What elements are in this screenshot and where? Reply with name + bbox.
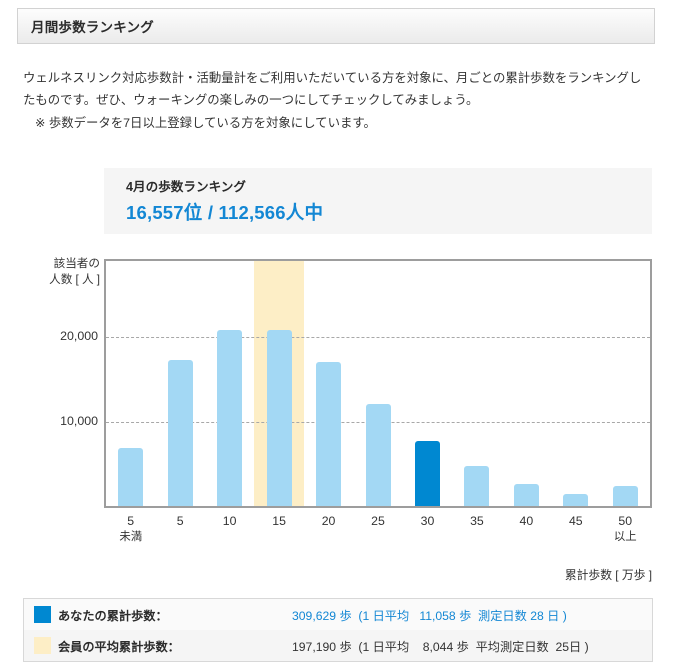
x-tick-label: 10 [205, 514, 255, 530]
intro-note: ※ 歩数データを7日以上登録している方を対象にしています。 [35, 116, 376, 130]
bar-20 [316, 361, 342, 506]
legend-values: 309,629 歩 (1 日平均 11,058 歩 測定日数 28 日 ) [292, 608, 567, 623]
x-tick-qualifier: 以上 [613, 530, 637, 543]
intro-description: ウェルネスリンク対応歩数計・活動量計をご利用いただいている方を対象に、月ごとの累… [23, 68, 653, 135]
rank-value: 16,557位 / 112,566人中 [126, 202, 324, 223]
your-steps-swatch [34, 606, 51, 623]
gridline-20000 [106, 337, 650, 339]
x-tick-value: 25 [371, 514, 385, 528]
legend-row: 会員の平均累計歩数： 197,190 歩 (1 日平均 8,044 歩 平均測定日… [24, 630, 652, 661]
bar-40 [513, 484, 539, 506]
member-average-swatch [34, 637, 51, 654]
x-tick-label: 30 [402, 514, 452, 530]
rank-caption: 4月の歩数ランキング [126, 180, 246, 194]
x-tick-value: 40 [519, 514, 534, 528]
bar-30 [414, 441, 440, 506]
bar-50-以上 [612, 486, 638, 506]
x-tick-label: 25 [353, 514, 403, 530]
x-tick-label: 5 [155, 514, 205, 530]
x-tick-value: 30 [420, 514, 435, 528]
bar-10 [217, 330, 243, 506]
y-tick-label: 20,000 [60, 329, 98, 344]
legend-label: 会員の平均累計歩数： [58, 639, 180, 654]
y-tick-label: 10,000 [60, 413, 98, 428]
x-tick-value: 50 [618, 514, 633, 528]
bar-45 [563, 494, 589, 506]
chart-plot-area [104, 259, 652, 508]
legend-label: あなたの累計歩数： [58, 608, 168, 623]
x-tick-value: 20 [321, 514, 336, 528]
y-axis-title-line1: 該当者の [53, 257, 100, 270]
bar-5-未満 [118, 447, 144, 506]
x-tick-label: 15 [254, 514, 304, 530]
x-tick-qualifier: 未満 [119, 530, 143, 543]
bar-35 [464, 466, 490, 506]
page-title-bar: 月間歩数ランキング [17, 8, 655, 44]
legend-values: 197,190 歩 (1 日平均 8,044 歩 平均測定日数 25日 ) [292, 639, 589, 654]
x-tick-label: 20 [304, 514, 354, 530]
x-tick-value: 10 [222, 514, 237, 528]
x-tick-value: 5 [127, 514, 135, 528]
x-axis-title: 累計歩数 [ 万歩 ] [564, 568, 652, 582]
y-axis-title: 該当者の 人数 [ 人 ] [24, 256, 100, 288]
rank-summary-band: 4月の歩数ランキング 16,557位 / 112,566人中 [104, 168, 652, 234]
legend-row: あなたの累計歩数： 309,629 歩 (1 日平均 11,058 歩 測定日数 … [24, 599, 652, 630]
chart-legend-table: あなたの累計歩数： 309,629 歩 (1 日平均 11,058 歩 測定日数 … [23, 598, 653, 662]
intro-paragraph: ウェルネスリンク対応歩数計・活動量計をご利用いただいている方を対象に、月ごとの累… [23, 71, 642, 107]
x-tick-value: 5 [176, 514, 184, 528]
y-axis-title-line2: 人数 [ 人 ] [49, 273, 100, 286]
x-tick-label: 50 以上 [600, 514, 650, 545]
bar-25 [365, 403, 391, 506]
page-title: 月間歩数ランキング [31, 20, 154, 35]
bar-15 [266, 330, 292, 506]
x-tick-label: 40 [501, 514, 551, 530]
x-tick-label: 35 [452, 514, 502, 530]
bar-5 [167, 359, 193, 506]
x-tick-label: 5 未満 [106, 514, 156, 545]
x-tick-label: 45 [551, 514, 601, 530]
x-tick-value: 15 [272, 514, 286, 528]
x-tick-value: 35 [470, 514, 484, 528]
steps-distribution-chart: 該当者の 人数 [ 人 ] 10,000 20,000 5 未満 5 10 15 20 25 3… [0, 252, 673, 582]
x-tick-value: 45 [568, 514, 583, 528]
